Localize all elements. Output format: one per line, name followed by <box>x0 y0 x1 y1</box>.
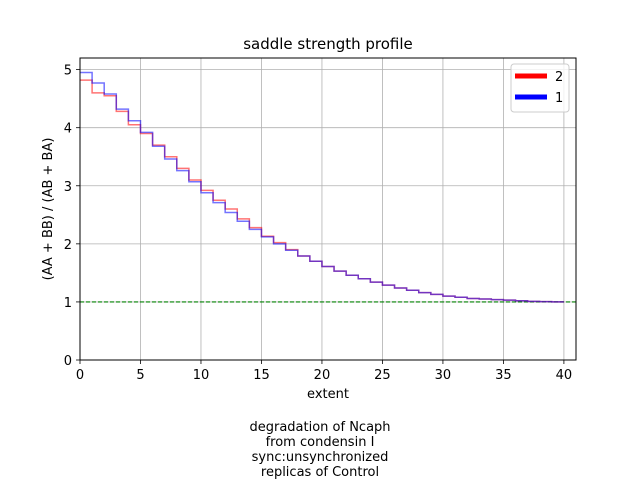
x-axis-ticks: 0 5 10 15 20 25 30 35 40 <box>76 360 572 383</box>
x-tick-label: 0 <box>76 368 84 383</box>
grid <box>79 58 576 361</box>
caption-line: from condensin I <box>265 435 375 450</box>
y-tick-label: 4 <box>64 122 72 137</box>
chart-title: saddle strength profile <box>243 35 413 53</box>
x-tick-label: 5 <box>136 368 144 383</box>
x-tick-label: 40 <box>556 368 573 383</box>
series-layer <box>80 71 564 303</box>
figure-caption: degradation of Ncaph from condensin I sy… <box>0 420 640 480</box>
x-tick-label: 25 <box>374 368 391 383</box>
caption-line: replicas of Control <box>260 465 380 480</box>
plot-frame <box>79 57 577 361</box>
x-tick-label: 20 <box>314 368 331 383</box>
y-tick-label: 3 <box>64 180 72 195</box>
x-tick-label: 35 <box>495 368 512 383</box>
x-tick-label: 30 <box>435 368 452 383</box>
legend: 21 <box>510 63 570 113</box>
legend-label: 2 <box>555 70 563 85</box>
x-axis-label: extent <box>307 387 349 402</box>
y-tick-label: 5 <box>64 64 72 79</box>
y-axis-ticks: 0 1 2 3 4 5 <box>64 64 80 369</box>
y-axis-label: (AA + BB) / (AB + BA) <box>41 138 56 281</box>
legend-label: 1 <box>555 91 563 106</box>
y-tick-label: 2 <box>64 238 72 253</box>
y-tick-label: 1 <box>64 296 72 311</box>
caption-line: sync:unsynchronized <box>251 450 389 465</box>
x-tick-label: 15 <box>253 368 270 383</box>
y-tick-label: 0 <box>64 354 72 369</box>
series-1-line <box>80 71 564 303</box>
caption-line: degradation of Ncaph <box>249 420 391 435</box>
x-tick-label: 10 <box>193 368 210 383</box>
